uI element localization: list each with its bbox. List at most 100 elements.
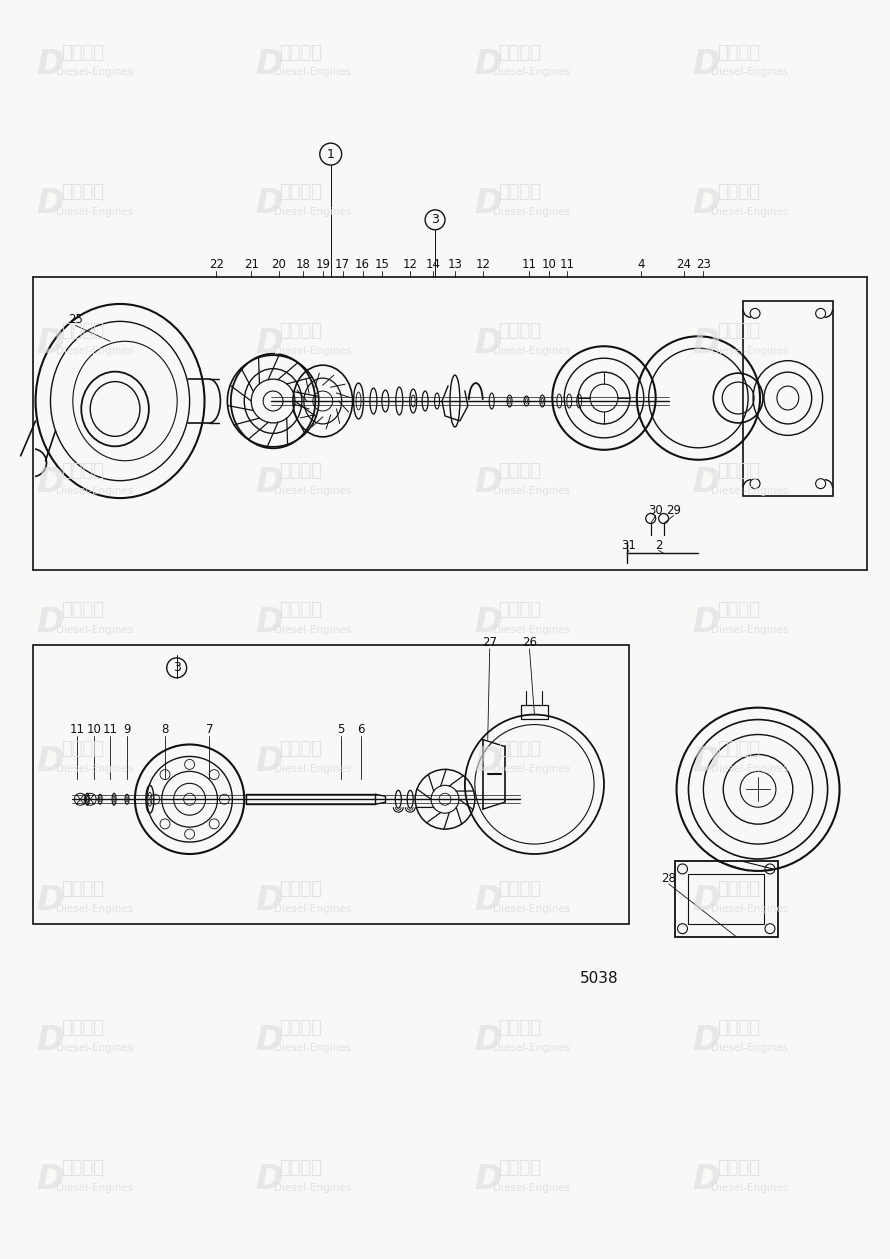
- Text: Diesel-Engines: Diesel-Engines: [493, 68, 570, 78]
- Text: 柴发动力: 柴发动力: [279, 880, 322, 898]
- Text: 柴发动力: 柴发动力: [279, 1158, 322, 1177]
- Text: 30: 30: [648, 504, 663, 517]
- Text: 3: 3: [173, 661, 181, 675]
- Text: 10: 10: [542, 258, 557, 271]
- Text: Diesel-Engines: Diesel-Engines: [55, 346, 133, 356]
- Text: D: D: [255, 1163, 283, 1196]
- Text: 柴发动力: 柴发动力: [61, 183, 104, 201]
- Text: 24: 24: [676, 258, 691, 271]
- Text: 4: 4: [637, 258, 644, 271]
- Text: D: D: [692, 48, 720, 81]
- Text: 柴发动力: 柴发动力: [498, 183, 541, 201]
- Text: 18: 18: [295, 258, 311, 271]
- Text: 15: 15: [375, 258, 390, 271]
- Bar: [689, 874, 764, 924]
- Text: 柴发动力: 柴发动力: [716, 601, 760, 619]
- Text: Diesel-Engines: Diesel-Engines: [493, 764, 570, 774]
- Text: D: D: [692, 1024, 720, 1056]
- Text: D: D: [255, 745, 283, 778]
- Text: Diesel-Engines: Diesel-Engines: [274, 624, 352, 635]
- Text: 柴发动力: 柴发动力: [716, 44, 760, 62]
- Text: Diesel-Engines: Diesel-Engines: [55, 624, 133, 635]
- Text: Diesel-Engines: Diesel-Engines: [55, 206, 133, 217]
- Text: D: D: [36, 1024, 64, 1056]
- Text: 柴发动力: 柴发动力: [498, 880, 541, 898]
- Text: 2: 2: [655, 539, 662, 551]
- Text: 柴发动力: 柴发动力: [498, 601, 541, 619]
- Text: D: D: [692, 466, 720, 499]
- Text: D: D: [473, 327, 502, 360]
- Text: 柴发动力: 柴发动力: [279, 740, 322, 758]
- Text: 7: 7: [206, 723, 214, 737]
- Text: D: D: [36, 606, 64, 638]
- Text: 柴发动力: 柴发动力: [279, 44, 322, 62]
- Text: Diesel-Engines: Diesel-Engines: [274, 1182, 352, 1192]
- Text: Diesel-Engines: Diesel-Engines: [274, 486, 352, 496]
- Text: D: D: [692, 327, 720, 360]
- Text: Diesel-Engines: Diesel-Engines: [55, 1044, 133, 1053]
- Text: 柴发动力: 柴发动力: [716, 880, 760, 898]
- Text: D: D: [255, 188, 283, 220]
- Text: Diesel-Engines: Diesel-Engines: [711, 1044, 789, 1053]
- Text: 13: 13: [448, 258, 463, 271]
- Text: Diesel-Engines: Diesel-Engines: [711, 764, 789, 774]
- Text: 29: 29: [666, 504, 681, 517]
- Text: Diesel-Engines: Diesel-Engines: [711, 624, 789, 635]
- Text: 11: 11: [69, 723, 85, 737]
- Text: 柴发动力: 柴发动力: [716, 1020, 760, 1037]
- Text: D: D: [692, 606, 720, 638]
- Text: D: D: [36, 327, 64, 360]
- Text: 11: 11: [522, 258, 537, 271]
- Text: D: D: [36, 466, 64, 499]
- Text: Diesel-Engines: Diesel-Engines: [55, 1182, 133, 1192]
- Text: 柴发动力: 柴发动力: [716, 183, 760, 201]
- Bar: [33, 645, 629, 924]
- Text: Diesel-Engines: Diesel-Engines: [711, 68, 789, 78]
- Text: Diesel-Engines: Diesel-Engines: [493, 1182, 570, 1192]
- Text: 5: 5: [337, 723, 344, 737]
- Text: 柴发动力: 柴发动力: [279, 601, 322, 619]
- Text: Diesel-Engines: Diesel-Engines: [493, 346, 570, 356]
- Text: 16: 16: [355, 258, 370, 271]
- Text: D: D: [692, 1163, 720, 1196]
- Text: 柴发动力: 柴发动力: [498, 322, 541, 340]
- Text: 10: 10: [86, 723, 101, 737]
- Text: 14: 14: [425, 258, 441, 271]
- Text: 9: 9: [123, 723, 131, 737]
- Text: 23: 23: [696, 258, 711, 271]
- Text: 6: 6: [357, 723, 364, 737]
- Text: Diesel-Engines: Diesel-Engines: [274, 764, 352, 774]
- Text: 12: 12: [402, 258, 417, 271]
- Text: D: D: [255, 884, 283, 918]
- Text: 31: 31: [621, 539, 636, 551]
- Text: D: D: [473, 884, 502, 918]
- Text: D: D: [255, 1024, 283, 1056]
- Text: Diesel-Engines: Diesel-Engines: [55, 68, 133, 78]
- Text: Diesel-Engines: Diesel-Engines: [493, 206, 570, 217]
- Text: 11: 11: [102, 723, 117, 737]
- Text: 8: 8: [161, 723, 168, 737]
- Text: 柴发动力: 柴发动力: [498, 462, 541, 480]
- Text: D: D: [255, 466, 283, 499]
- Text: Diesel-Engines: Diesel-Engines: [711, 486, 789, 496]
- Text: D: D: [36, 745, 64, 778]
- Text: 28: 28: [661, 872, 676, 885]
- Text: 柴发动力: 柴发动力: [61, 322, 104, 340]
- Text: D: D: [36, 884, 64, 918]
- Text: Diesel-Engines: Diesel-Engines: [274, 1044, 352, 1053]
- Text: 柴发动力: 柴发动力: [498, 1158, 541, 1177]
- Bar: [675, 861, 778, 937]
- Text: 19: 19: [315, 258, 330, 271]
- Text: D: D: [36, 1163, 64, 1196]
- Text: D: D: [692, 884, 720, 918]
- Text: Diesel-Engines: Diesel-Engines: [493, 1044, 570, 1053]
- Text: 柴发动力: 柴发动力: [61, 1020, 104, 1037]
- Text: 25: 25: [68, 313, 83, 326]
- Text: D: D: [255, 327, 283, 360]
- Text: 柴发动力: 柴发动力: [279, 462, 322, 480]
- Text: 柴发动力: 柴发动力: [716, 1158, 760, 1177]
- Text: 12: 12: [475, 258, 490, 271]
- Text: Diesel-Engines: Diesel-Engines: [711, 346, 789, 356]
- Text: Diesel-Engines: Diesel-Engines: [493, 486, 570, 496]
- Text: 柴发动力: 柴发动力: [498, 44, 541, 62]
